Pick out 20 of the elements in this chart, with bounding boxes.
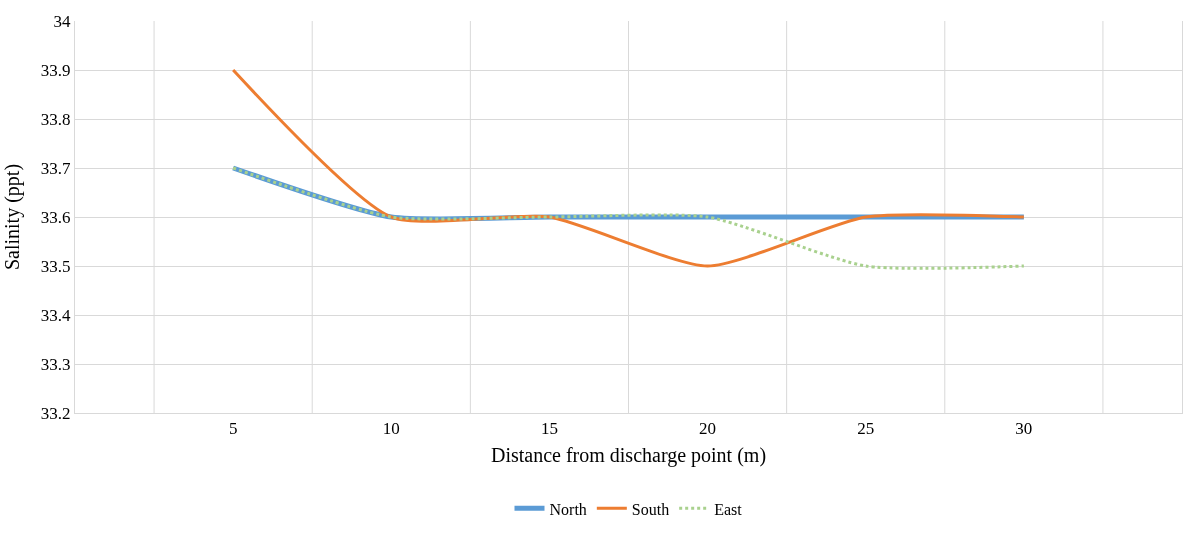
x-tick-label: 30: [1015, 419, 1033, 439]
y-tick-label: 33.7: [40, 158, 72, 178]
y-tick-label: 33.3: [40, 354, 71, 374]
y-tick-label: 33.6: [40, 207, 71, 227]
legend-label: East: [714, 500, 743, 518]
y-tick-label: 33.9: [40, 60, 71, 80]
y-axis-title: Salinity (ppt): [1, 163, 25, 271]
y-tick-label: 33.8: [40, 109, 71, 129]
x-axis-title: Distance from discharge point (m): [490, 443, 767, 467]
y-tick-label: 33.4: [40, 305, 72, 325]
x-tick-label: 25: [857, 419, 875, 439]
y-tick-label: 34: [53, 11, 72, 31]
legend-label: North: [549, 500, 587, 518]
x-tick-label: 20: [699, 419, 717, 439]
y-tick-label: 33.2: [40, 403, 71, 423]
legend-label: South: [631, 500, 670, 518]
x-tick-label: 5: [228, 419, 238, 439]
x-tick-label: 10: [382, 419, 400, 439]
y-tick-label: 33.5: [40, 256, 71, 276]
x-tick-label: 15: [540, 419, 558, 439]
